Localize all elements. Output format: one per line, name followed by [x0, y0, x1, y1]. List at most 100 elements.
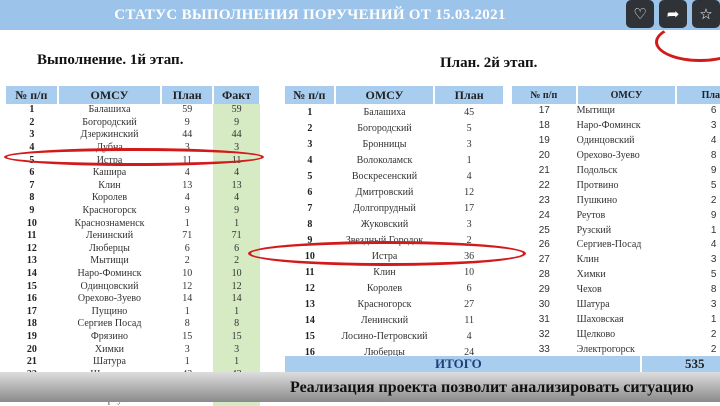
table-row: 3 Бронницы 3 — [285, 136, 504, 152]
fact-value: 1 — [213, 355, 260, 369]
highlight-ellipse — [4, 148, 264, 166]
omsu-name: Сергиев Посад — [77, 318, 142, 330]
table-row: 13 Красногорск 27 — [285, 296, 504, 312]
plan-value: 4 — [184, 167, 190, 179]
row-number: 11 — [27, 230, 37, 242]
fact-value: 59 — [213, 104, 260, 117]
row-number: 33 — [538, 343, 550, 355]
row-number: 9 — [29, 205, 35, 217]
omsu-name: Королев — [366, 282, 403, 294]
omsu-name: Фрязино — [90, 330, 129, 342]
table-row: 26 Сергиев-Посад 4 — [512, 238, 720, 253]
omsu-name: Клин — [576, 254, 599, 266]
fact-value: 9 — [213, 116, 260, 130]
table-row: 28 Химки 5 — [512, 268, 720, 283]
fact-value: 8 — [213, 318, 260, 331]
col-header: Факт — [213, 86, 261, 104]
omsu-name: Протвино — [576, 179, 619, 191]
plan-value: 15 — [182, 330, 193, 342]
plan-value: 5 — [710, 179, 717, 191]
plan-value: 11 — [464, 314, 474, 326]
row-number: 13 — [26, 255, 37, 267]
col-header: № п/п — [6, 86, 59, 104]
plan-value: 8 — [710, 284, 717, 296]
plan-value: 2 — [466, 234, 472, 246]
plan-value: 27 — [464, 298, 475, 310]
omsu-name: Электрогорск — [576, 343, 635, 355]
plan-value: 4 — [710, 239, 717, 251]
omsu-name: Люберцы — [364, 346, 405, 358]
row-number: 4 — [307, 154, 313, 166]
omsu-name: Ленинский — [85, 230, 134, 242]
row-number: 14 — [26, 268, 37, 280]
table-row: 12 Королев 6 — [285, 280, 504, 296]
plan-value: 6 — [710, 105, 717, 117]
row-number: 23 — [538, 194, 550, 206]
omsu-name: Богородский — [82, 116, 137, 128]
plan-value: 2 — [184, 255, 190, 267]
row-number: 18 — [538, 120, 550, 132]
table-row: 23 Пушкино 2 — [512, 193, 720, 208]
fact-value: 1 — [213, 217, 260, 230]
omsu-name: Щелково — [576, 328, 616, 340]
omsu-name: Балашиха — [363, 106, 406, 118]
fact-value: 2 — [213, 255, 260, 268]
omsu-name: Королев — [91, 192, 128, 204]
row-number: 3 — [29, 129, 35, 141]
divider — [640, 356, 642, 373]
table-row: 8 Королев 4 4 — [6, 192, 260, 205]
row-number: 27 — [538, 254, 550, 266]
total-value: 535 — [685, 356, 705, 371]
plan-value: 5 — [710, 269, 717, 281]
row-number: 22 — [538, 179, 550, 191]
plan-value: 12 — [182, 280, 193, 292]
fact-value: 13 — [213, 179, 260, 193]
omsu-name: Лосино-Петровский — [341, 330, 428, 342]
omsu-name: Мытищи — [90, 255, 129, 267]
row-number: 4 — [29, 142, 35, 154]
table-row: 18 Наро-Фоминск 3 — [512, 119, 720, 134]
row-number: 9 — [307, 234, 313, 246]
omsu-name: Шаховская — [576, 313, 624, 325]
plan-value: 17 — [464, 202, 475, 214]
omsu-name: Клин — [373, 266, 396, 278]
fact-value: 15 — [213, 330, 260, 344]
omsu-name: Красногорск — [357, 298, 412, 310]
row-number: 16 — [304, 346, 315, 358]
omsu-name: Шатура — [576, 299, 610, 311]
plan-value: 1 — [466, 154, 472, 166]
fact-value: 12 — [213, 280, 260, 293]
row-number: 16 — [26, 293, 37, 305]
row-number: 7 — [307, 202, 313, 214]
col-header: План — [434, 86, 505, 104]
row-number: 17 — [26, 305, 37, 317]
omsu-name: Химки — [576, 269, 606, 281]
row-number: 12 — [304, 282, 315, 294]
row-number: 2 — [307, 122, 313, 134]
plan-value: 59 — [182, 104, 193, 116]
table-row: 17 Мытищи 6 — [512, 104, 720, 119]
plan-value: 1 — [184, 217, 190, 229]
table-row: 10 Краснознаменск 1 1 — [6, 217, 260, 230]
omsu-name: Наро-Фоминск — [77, 268, 142, 280]
fact-value: 1 — [213, 305, 260, 319]
table-row: 16 Люберцы 24 — [285, 344, 504, 360]
plan-value: 4 — [710, 135, 717, 147]
omsu-name: Рузский — [576, 224, 612, 236]
table-row: 30 Шатура 3 — [512, 298, 720, 313]
plan-value: 2 — [710, 194, 717, 206]
omsu-name: Наро-Фоминск — [576, 120, 641, 132]
omsu-name: Чехов — [576, 284, 602, 296]
heart-icon[interactable]: ♡ — [626, 0, 654, 28]
omsu-name: Балашиха — [88, 104, 131, 116]
stage2-table-right: № п/п ОМСУ План 17Мытищи618Наро-Фоминск3… — [512, 86, 720, 357]
row-number: 25 — [538, 224, 550, 236]
table-row: 20 Орехово-Зуево 8 — [512, 149, 720, 164]
table-row: 19 Одинцовский 4 — [512, 134, 720, 149]
table-row: 5 Воскресенский 4 — [285, 168, 504, 184]
omsu-name: Жуковский — [360, 218, 409, 230]
table-row: 15 Лосино-Петровский 4 — [285, 328, 504, 344]
table-row: 9 Звездный Городок 2 — [285, 232, 504, 248]
plan-value: 1 — [710, 313, 717, 325]
row-number: 3 — [307, 138, 313, 150]
